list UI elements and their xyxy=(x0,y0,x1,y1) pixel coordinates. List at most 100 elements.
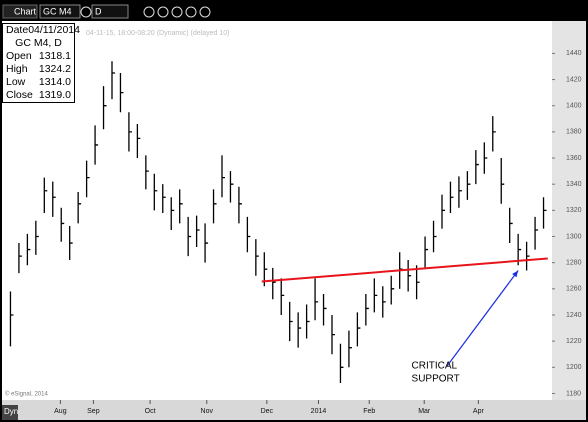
button[interactable] xyxy=(199,6,211,18)
toolbar xyxy=(0,0,588,21)
price-bar xyxy=(534,216,539,250)
info-value: 1319.0 xyxy=(38,89,71,101)
info-row: Open 1318.1 xyxy=(3,50,74,63)
info-label: High xyxy=(6,63,28,75)
y-tick-label: 1420 xyxy=(566,76,582,83)
arrow-head xyxy=(512,270,519,278)
x-tick-label: Dec xyxy=(261,408,274,415)
annotation-text: SUPPORT xyxy=(412,374,460,385)
price-bar xyxy=(128,112,132,152)
y-tick-label: 1180 xyxy=(566,390,581,397)
price-bar xyxy=(483,142,488,174)
info-box: Date 04/11/2014 GC M4, D Open 1318.1 High 13… xyxy=(2,23,80,103)
y-tick-label: 1220 xyxy=(566,338,582,345)
support-line xyxy=(261,257,548,283)
y-tick-label: 1240 xyxy=(566,312,582,319)
info-row: Low 1314.0 xyxy=(3,76,74,89)
price-bar xyxy=(153,173,158,211)
chart-subtitle: 04-11-15, 18:00-08:20 (Dynamic) (delayed… xyxy=(86,30,229,37)
x-tick-label: Nov xyxy=(201,408,214,415)
info-row: High 1324.2 xyxy=(3,63,74,76)
price-bar xyxy=(449,181,454,213)
price-bar xyxy=(365,294,369,326)
price-bar xyxy=(170,197,175,230)
arrow-line xyxy=(446,270,519,367)
symbol-box[interactable] xyxy=(39,4,81,19)
y-tick-label: 1260 xyxy=(566,286,582,293)
price-bar xyxy=(356,312,361,347)
info-value: 1318.1 xyxy=(38,50,71,62)
price-bar xyxy=(348,330,352,368)
price-bar xyxy=(441,194,445,229)
price-bar xyxy=(94,125,99,165)
price-bar xyxy=(407,260,412,292)
price-bar xyxy=(221,155,225,198)
price-bar xyxy=(339,343,344,383)
button[interactable] xyxy=(185,6,197,18)
price-bar xyxy=(119,73,124,113)
price-bar xyxy=(492,116,496,152)
y-tick-label: 1280 xyxy=(566,260,582,267)
date-row: Date 04/11/2014 xyxy=(3,24,80,37)
symbol-row: GC M4, D xyxy=(15,37,62,49)
copyright: © eSignal, 2014 xyxy=(5,391,48,398)
y-tick-label: 1320 xyxy=(566,207,582,214)
date: 04/11/2014 xyxy=(28,24,80,36)
button[interactable] xyxy=(157,6,169,18)
y-tick-label: 1400 xyxy=(566,103,582,110)
button[interactable] xyxy=(143,6,155,18)
price-bar xyxy=(289,301,293,342)
info-value: 1314.0 xyxy=(38,76,71,88)
info-row: Close 1319.0 xyxy=(3,89,74,102)
price-bar xyxy=(60,207,65,242)
price-bar xyxy=(102,86,107,130)
price-bar xyxy=(238,186,242,224)
x-axis-area xyxy=(2,400,586,420)
x-tick-label: Aug xyxy=(54,408,67,415)
price-bar xyxy=(187,216,192,257)
plot-area xyxy=(2,21,552,400)
price-bar xyxy=(331,314,335,355)
price-bar xyxy=(390,275,395,305)
window-tab[interactable] xyxy=(2,4,38,19)
price-bar xyxy=(500,158,505,204)
interval: D xyxy=(95,6,102,16)
interval-box[interactable] xyxy=(91,4,129,19)
price-bar xyxy=(9,291,14,347)
price-bar xyxy=(69,226,73,261)
info-label: Close xyxy=(6,89,33,101)
price-bar xyxy=(297,312,302,348)
price-bar xyxy=(314,278,319,321)
info-label: Open xyxy=(6,50,32,62)
price-bar xyxy=(373,278,378,313)
info-label: Low xyxy=(6,76,26,88)
price-bar xyxy=(77,192,82,224)
price-bar xyxy=(52,181,56,217)
price-bar xyxy=(432,220,437,253)
y-tick-label: 1340 xyxy=(566,181,582,188)
price-bar xyxy=(509,207,513,244)
price-bar xyxy=(26,233,31,266)
mode: Dyn xyxy=(4,407,18,416)
price-bar xyxy=(382,286,386,318)
x-tick-label: Oct xyxy=(145,408,156,415)
price-bar xyxy=(424,236,429,268)
price-bar xyxy=(145,155,149,190)
button[interactable] xyxy=(171,6,183,18)
date-label: Date xyxy=(6,24,29,36)
price-bar xyxy=(85,160,90,198)
price-bar xyxy=(272,267,276,300)
price-bar xyxy=(415,265,420,300)
x-tick-label: 2014 xyxy=(311,408,327,415)
y-tick-label: 1440 xyxy=(566,50,582,57)
mode-box[interactable] xyxy=(2,405,18,420)
x-tick-label: Feb xyxy=(363,408,375,415)
button[interactable] xyxy=(80,6,92,18)
price-bar xyxy=(162,184,166,213)
price-bar xyxy=(212,189,217,224)
y-tick-label: 1380 xyxy=(566,129,582,136)
price-bar xyxy=(111,61,115,100)
x-tick-label: Sep xyxy=(87,408,100,415)
x-tick-label: Apr xyxy=(473,408,485,415)
